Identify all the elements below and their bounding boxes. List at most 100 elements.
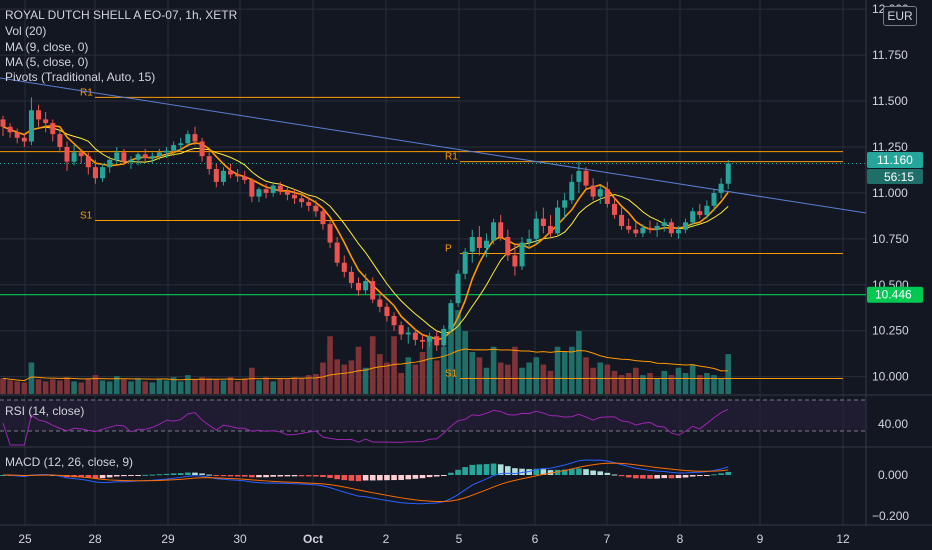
volume-bar-58 [412, 364, 419, 394]
candle-body-83 [590, 185, 596, 197]
currency-button[interactable]: EUR [883, 6, 917, 26]
pivot-label-4: S1 [445, 368, 458, 379]
time-label-2: 29 [161, 532, 175, 546]
candle-body-70 [498, 222, 504, 237]
volume-bar-71 [505, 364, 511, 394]
macd-hist-47 [334, 475, 340, 480]
candle-body-42 [299, 198, 305, 203]
volume-bar-35 [249, 367, 255, 394]
price-tick-4: 11.000 [872, 186, 908, 200]
macd-hist-94 [668, 475, 675, 479]
macd-hist-59 [419, 475, 426, 479]
candle-body-89 [633, 229, 639, 234]
candle-body-17 [121, 152, 127, 162]
macd-hist-57 [405, 475, 412, 480]
indicator-ma9[interactable]: MA (9, close, 0) [5, 40, 89, 54]
volume-bar-15 [106, 381, 113, 394]
candle-body-71 [505, 237, 511, 256]
volume-bar-68 [483, 367, 490, 394]
candle-body-44 [313, 205, 319, 212]
candle-body-15 [107, 159, 113, 168]
candle-body-61 [434, 336, 440, 346]
candle-body-87 [619, 214, 625, 226]
candle-body-24 [171, 145, 177, 151]
volume-bar-92 [654, 378, 660, 394]
volume-bar-37 [263, 377, 269, 394]
candle-body-96 [683, 222, 689, 230]
time-label-6: 5 [456, 532, 463, 546]
macd-hist-11 [78, 475, 85, 478]
volume-bar-46 [327, 336, 333, 394]
volume-bar-30 [213, 379, 220, 394]
macd-hist-95 [675, 475, 682, 479]
candle-body-41 [292, 194, 298, 199]
candle-body-39 [277, 185, 283, 192]
candle-body-33 [235, 174, 241, 177]
macd-label[interactable]: MACD (12, 26, close, 9) [5, 455, 134, 469]
macd-hist-72 [512, 468, 518, 475]
macd-hist-97 [689, 475, 696, 477]
macd-hist-30 [213, 475, 220, 476]
candle-body-86 [611, 203, 617, 215]
volume-bar-43 [305, 375, 312, 394]
indicator-ma5[interactable]: MA (5, close, 0) [5, 55, 89, 69]
time-label-11: 12 [836, 532, 850, 546]
candle-body-85 [604, 189, 610, 204]
time-label-1: 28 [88, 532, 102, 546]
volume-bar-25 [177, 381, 184, 394]
rsi-line [2, 408, 729, 446]
price-tick-8: 10.000 [872, 370, 909, 384]
volume-bar-55 [391, 336, 397, 394]
candle-body-88 [626, 225, 632, 230]
volume-bar-83 [590, 367, 596, 394]
macd-hist-82 [583, 469, 589, 475]
macd-hist-18 [128, 475, 134, 476]
time-label-4: Oct [303, 532, 323, 546]
candle-body-102 [725, 163, 731, 184]
candle-body-40 [284, 191, 290, 195]
candle-body-48 [341, 262, 347, 272]
volume-bar-88 [625, 373, 632, 394]
volume-bar-95 [675, 367, 682, 394]
candle-body-51 [363, 281, 369, 291]
pivot-label-1: S1 [80, 210, 93, 221]
volume-bar-100 [711, 375, 717, 394]
volume-ma-line [2, 348, 729, 382]
macd-hist-40 [284, 475, 291, 477]
macd-hist-50 [355, 475, 362, 482]
candle-body-18 [128, 159, 134, 162]
macd-hist-33 [234, 475, 241, 477]
volume-bar-7 [49, 379, 56, 394]
rsi-label[interactable]: RSI (14, close) [5, 404, 85, 418]
macd-tick-1: −0.200 [872, 509, 909, 523]
time-label-10: 9 [757, 532, 764, 546]
macd-hist-84 [597, 471, 604, 475]
volume-bar-11 [78, 382, 85, 394]
macd-tick-0: 0.000 [878, 468, 908, 482]
indicator-volume[interactable]: Vol (20) [5, 24, 47, 38]
volume-bar-13 [92, 375, 99, 394]
rsi-tick: 40.00 [878, 417, 908, 431]
macd-hist-67 [476, 464, 483, 475]
macd-hist-54 [384, 475, 390, 481]
macd-hist-86 [611, 474, 618, 476]
candle-body-34 [242, 176, 248, 181]
candle-body-67 [476, 237, 482, 249]
macd-hist-76 [540, 469, 547, 475]
candle-body-80 [569, 181, 575, 201]
candle-body-4 [28, 110, 34, 142]
candle-body-58 [412, 332, 418, 340]
indicator-pivots[interactable]: Pivots (Traditional, Auto, 15) [5, 70, 156, 84]
volume-bar-27 [192, 379, 198, 394]
candle-body-99 [704, 205, 710, 215]
price-tick-5: 10.750 [872, 232, 909, 246]
volume-bar-24 [170, 377, 177, 394]
volume-bar-78 [554, 346, 561, 394]
pivot-label-3: P [445, 244, 452, 255]
volume-bar-72 [512, 346, 518, 394]
macd-hist-87 [618, 475, 625, 477]
candle-body-64 [455, 273, 461, 304]
candle-body-68 [483, 240, 489, 249]
candle-body-8 [57, 134, 63, 147]
